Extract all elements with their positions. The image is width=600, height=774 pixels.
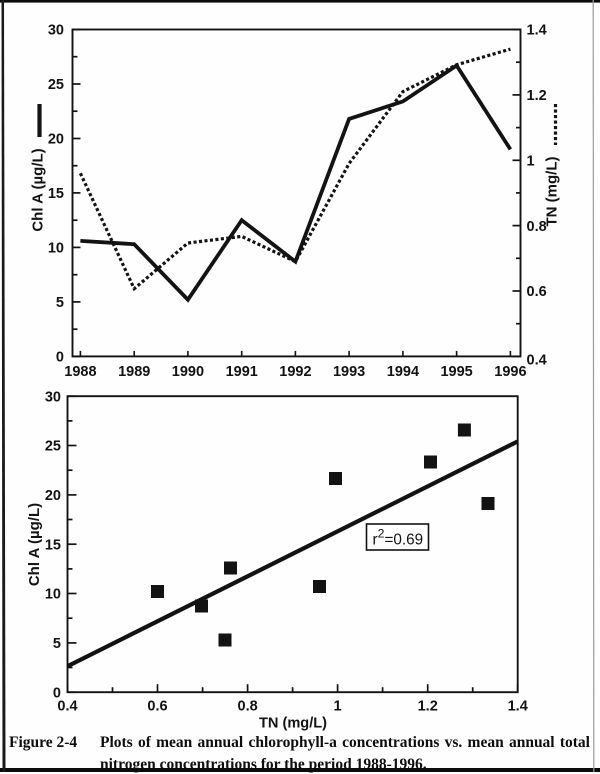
svg-text:Chl A (µg/L): Chl A (µg/L)	[30, 148, 47, 231]
svg-text:10: 10	[45, 587, 61, 603]
svg-text:1.4: 1.4	[508, 699, 528, 715]
svg-text:1.4: 1.4	[527, 23, 547, 39]
svg-text:0.6: 0.6	[527, 284, 547, 300]
svg-text:20: 20	[45, 488, 61, 504]
svg-text:0.8: 0.8	[527, 219, 547, 235]
svg-text:1: 1	[334, 699, 342, 715]
svg-text:1993: 1993	[333, 364, 365, 380]
svg-text:5: 5	[53, 636, 61, 652]
svg-text:1989: 1989	[118, 364, 150, 380]
svg-text:r2=0.69: r2=0.69	[373, 527, 424, 549]
svg-text:1990: 1990	[172, 364, 204, 380]
svg-text:25: 25	[48, 77, 64, 93]
svg-text:1995: 1995	[440, 364, 472, 380]
svg-text:25: 25	[45, 439, 61, 455]
svg-text:1.2: 1.2	[418, 699, 438, 715]
svg-text:1992: 1992	[279, 364, 311, 380]
svg-text:1.2: 1.2	[527, 88, 547, 104]
svg-text:0: 0	[56, 350, 64, 366]
svg-text:0.4: 0.4	[57, 699, 77, 715]
svg-text:15: 15	[48, 186, 64, 202]
svg-text:1: 1	[527, 154, 535, 170]
svg-text:15: 15	[45, 537, 61, 553]
svg-text:Chl A (µg/L): Chl A (µg/L)	[26, 503, 43, 586]
svg-text:0.4: 0.4	[527, 353, 547, 369]
svg-text:20: 20	[48, 132, 64, 148]
svg-text:TN (mg/L): TN (mg/L)	[544, 157, 561, 227]
svg-text:0: 0	[53, 685, 61, 701]
svg-text:30: 30	[45, 389, 61, 405]
svg-text:1996: 1996	[494, 364, 526, 380]
svg-text:1991: 1991	[226, 364, 258, 380]
svg-text:10: 10	[48, 241, 64, 257]
svg-text:1994: 1994	[387, 364, 419, 380]
svg-text:0.8: 0.8	[238, 699, 258, 715]
svg-text:5: 5	[56, 295, 64, 311]
svg-text:0.6: 0.6	[147, 699, 167, 715]
svg-text:1988: 1988	[64, 364, 96, 380]
svg-text:30: 30	[48, 23, 64, 39]
svg-text:TN (mg/L): TN (mg/L)	[259, 715, 327, 731]
